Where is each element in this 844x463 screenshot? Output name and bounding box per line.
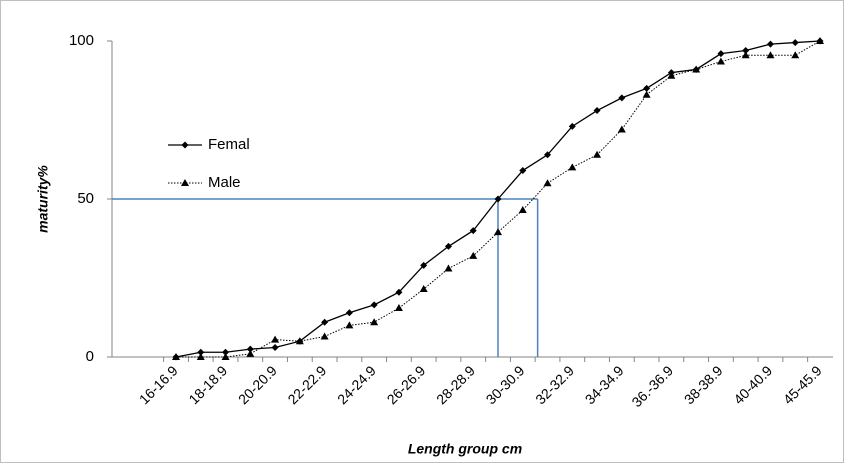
- data-point: [716, 57, 725, 65]
- data-point: [692, 65, 701, 73]
- data-point: [617, 125, 626, 133]
- data-point: [295, 337, 304, 345]
- data-point: [444, 242, 452, 250]
- data-point: [518, 206, 527, 214]
- data-point: [568, 122, 576, 130]
- data-point: [667, 71, 676, 79]
- legend-label: Male: [208, 174, 241, 191]
- series-line: [176, 40, 821, 358]
- data-point: [568, 163, 577, 171]
- data-point: [643, 84, 651, 92]
- data-point: [469, 227, 477, 235]
- legend-marker: [181, 141, 189, 149]
- data-point: [494, 195, 502, 203]
- data-point: [197, 348, 205, 356]
- data-point: [395, 288, 403, 296]
- data-point: [469, 251, 478, 259]
- x-axis-title: Length group cm: [408, 441, 522, 457]
- y-axis-title: maturity%: [35, 165, 51, 233]
- data-point: [345, 309, 353, 317]
- data-point: [642, 90, 651, 98]
- data-point: [321, 318, 329, 326]
- data-point: [519, 167, 527, 175]
- data-point: [345, 321, 354, 329]
- data-point: [222, 348, 230, 356]
- data-point: [543, 179, 552, 187]
- y-tick-label: 0: [86, 348, 94, 365]
- y-tick-label: 50: [77, 190, 94, 207]
- data-point: [816, 37, 824, 44]
- data-point: [494, 228, 502, 236]
- data-point: [320, 332, 329, 340]
- data-point: [246, 349, 255, 357]
- data-point: [271, 335, 280, 343]
- data-point: [742, 46, 750, 54]
- y-tick-label: 100: [69, 32, 94, 49]
- data-point: [394, 304, 403, 312]
- data-point: [444, 264, 453, 272]
- data-point: [172, 353, 180, 360]
- data-point: [370, 318, 379, 326]
- data-point: [766, 51, 775, 59]
- data-point: [717, 50, 725, 58]
- data-point: [196, 353, 205, 360]
- data-point: [419, 285, 428, 293]
- data-point: [593, 150, 602, 158]
- data-point: [741, 51, 750, 59]
- data-point: [791, 39, 799, 47]
- data-point: [766, 40, 774, 48]
- data-point: [271, 344, 279, 352]
- data-point: [221, 353, 230, 360]
- legend-label: Femal: [208, 136, 250, 153]
- legend-marker: [181, 179, 189, 186]
- data-point: [791, 51, 800, 59]
- data-point: [593, 107, 601, 115]
- data-point: [370, 301, 378, 309]
- data-point: [618, 94, 626, 102]
- data-point: [246, 345, 254, 353]
- data-point: [420, 261, 428, 269]
- data-point: [544, 151, 552, 159]
